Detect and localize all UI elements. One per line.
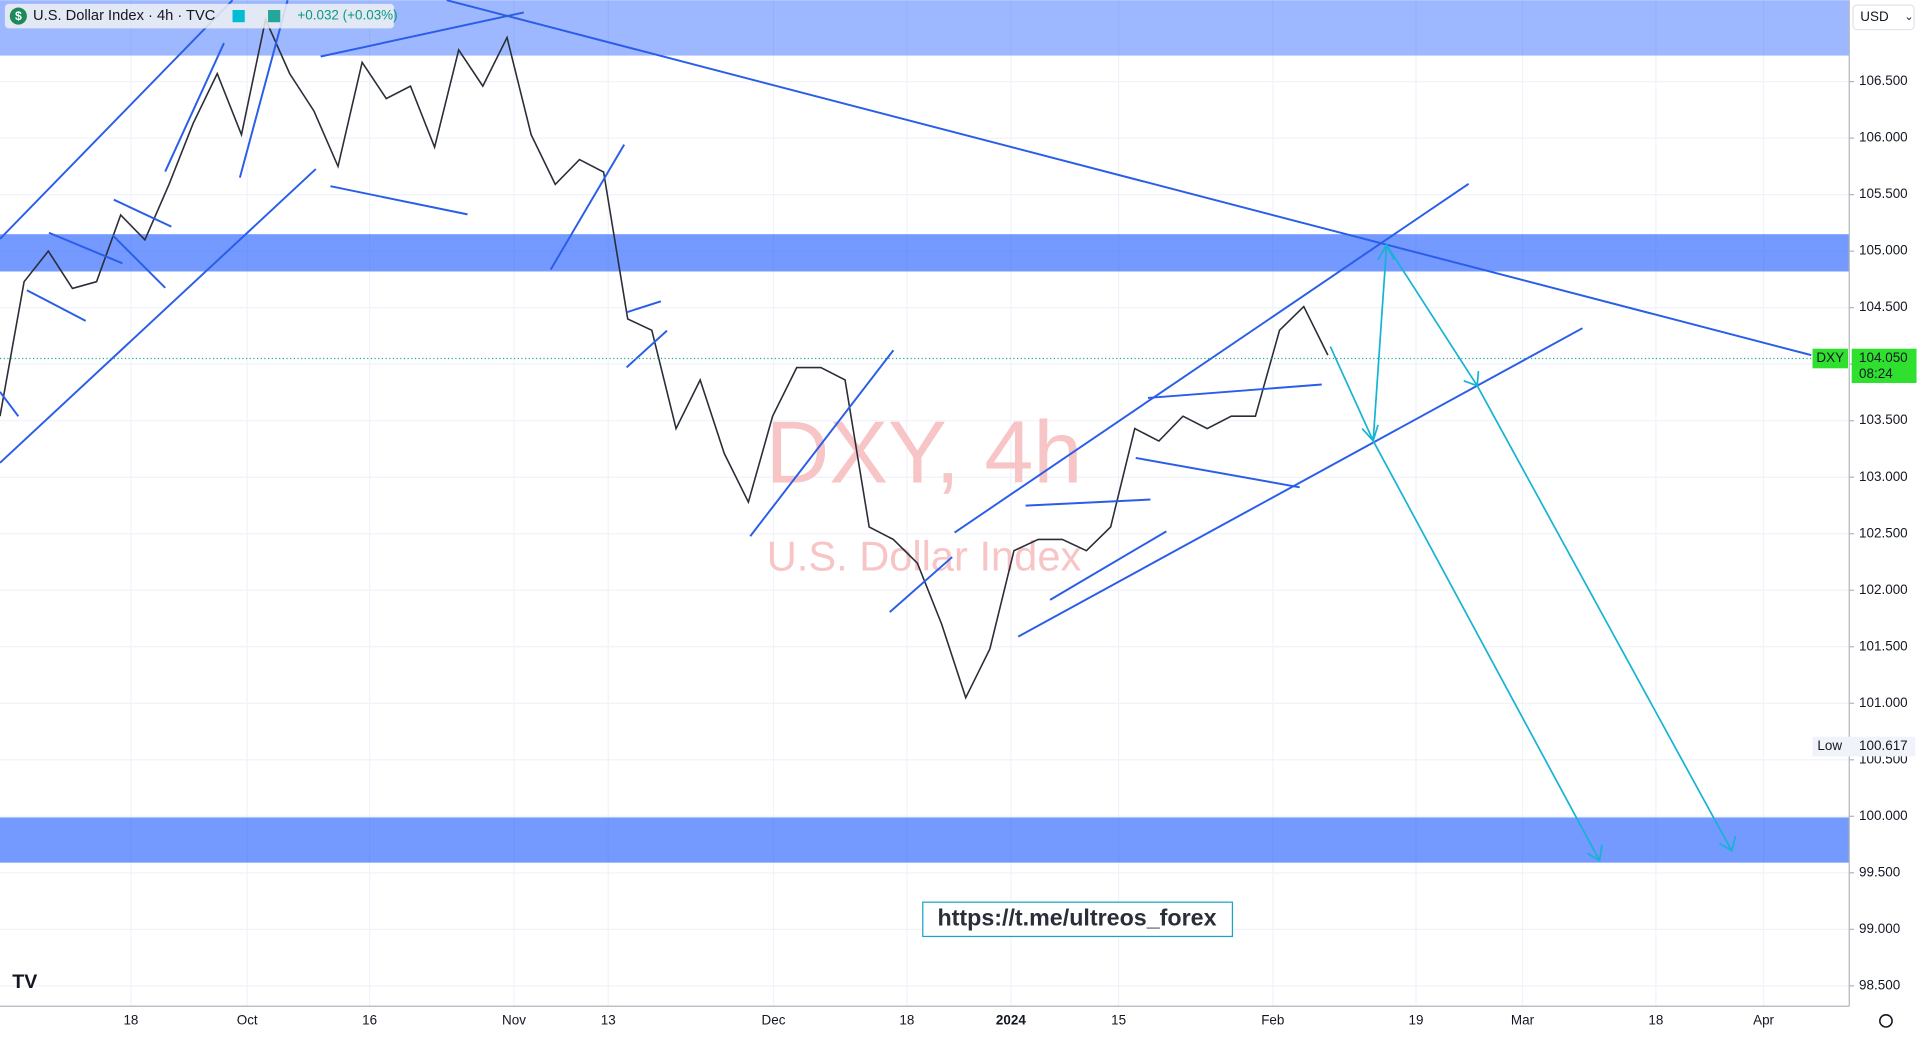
x-tick-label: Apr (1753, 1012, 1774, 1027)
price-axis (1849, 0, 1919, 1037)
x-tick-label: Mar (1511, 1012, 1535, 1027)
y-tick-label: 105.500 (1859, 186, 1908, 201)
projection-arrows (1329, 242, 1737, 862)
y-tick-label: 101.000 (1859, 695, 1908, 710)
trendline (889, 556, 953, 613)
x-tick-label: Nov (502, 1012, 526, 1027)
trendline (164, 42, 225, 172)
x-tick-label: 2024 (996, 1012, 1026, 1027)
x-tick-label: 19 (1409, 1012, 1424, 1027)
symbol-logo-glyph: $ (15, 9, 22, 23)
trendline (1135, 456, 1300, 489)
header-change: +0.032 (+0.03%) (297, 8, 397, 23)
y-tick-label: 98.500 (1859, 977, 1900, 992)
y-tick-label: 102.500 (1859, 525, 1908, 540)
watermark-name: U.S. Dollar Index (767, 532, 1082, 579)
y-tick-label: 99.500 (1859, 864, 1900, 879)
x-tick-label: 18 (123, 1012, 138, 1027)
trendline (1017, 327, 1583, 638)
arrow-path (1372, 440, 1601, 861)
trendline (446, 0, 1812, 357)
y-tick-label: 103.500 (1859, 412, 1908, 427)
status-icon (232, 9, 245, 23)
trendline (113, 198, 172, 228)
low-label: Low (1817, 738, 1842, 753)
y-tick-label: 102.000 (1859, 582, 1908, 597)
header-title: U.S. Dollar Index · 4h · TVC (33, 8, 216, 24)
trendline (1049, 530, 1167, 601)
x-tick-label: 16 (362, 1012, 377, 1027)
y-tick-label: 100.000 (1859, 808, 1908, 823)
x-tick-label: 15 (1111, 1012, 1126, 1027)
trendline (549, 144, 626, 270)
y-tick-label: 106.000 (1859, 130, 1908, 145)
y-tick-label: 101.500 (1859, 638, 1908, 653)
x-tick-label: 18 (1648, 1012, 1663, 1027)
arrowhead (1719, 835, 1737, 853)
x-tick-label: 18 (899, 1012, 914, 1027)
zone (0, 817, 1850, 863)
time-axis (0, 1006, 1919, 1037)
trendline (238, 0, 289, 178)
trendline (1025, 498, 1151, 507)
y-tick-label: 103.000 (1859, 469, 1908, 484)
currency: USD (1860, 9, 1889, 24)
currency-select[interactable] (1852, 4, 1915, 31)
x-tick-label: Feb (1261, 1012, 1284, 1027)
trendline (0, 0, 234, 240)
trendline (625, 329, 668, 369)
price-line (0, 16, 1329, 700)
settings-button[interactable] (1879, 1013, 1893, 1028)
dropdown-icon: ⌄ (1904, 11, 1913, 23)
status-icon (268, 9, 281, 23)
y-tick-label: 105.000 (1859, 243, 1908, 258)
symbol-tag (1812, 348, 1849, 369)
symbol-tag-text: DXY (1816, 350, 1844, 365)
header-bg (4, 3, 395, 29)
watermark-symbol: DXY, 4h (766, 402, 1083, 501)
countdown: 08:24 (1859, 366, 1893, 381)
tv-logo: TV (12, 971, 37, 993)
arrowhead (1463, 370, 1480, 387)
trendline (0, 391, 20, 417)
x-axis: 18 Oct 16 Nov 13 Dec 18 2024 15 Feb 19 Mar 18 Apr (123, 1012, 1774, 1027)
low-value: 100.617 (1859, 738, 1908, 753)
last-price-tag (1851, 348, 1917, 383)
x-tick-label: Oct (237, 1012, 258, 1027)
symbol-logo (9, 7, 27, 25)
arrowhead (1361, 424, 1379, 443)
low-tag (1812, 736, 1916, 757)
trendline (626, 300, 662, 314)
zone (0, 234, 1850, 272)
link-box (922, 901, 1234, 938)
link[interactable]: https://t.me/ultreos_forex (937, 904, 1216, 930)
series (0, 16, 1329, 700)
zones (0, 0, 1850, 863)
trendline (111, 234, 166, 289)
x-tick-label: Dec (762, 1012, 786, 1027)
trendline (48, 231, 123, 265)
trendline (320, 11, 525, 58)
y-tick-label: 106.500 (1859, 73, 1908, 88)
x-tick-label: 13 (601, 1012, 616, 1027)
trendline (1147, 383, 1322, 399)
arrowhead (1586, 844, 1603, 862)
arrowhead (1377, 243, 1395, 261)
y-tick-label: 104.500 (1859, 299, 1908, 314)
trendline (26, 289, 87, 322)
last-price-label: 104.050 (1859, 350, 1908, 365)
trendline (330, 185, 468, 216)
y-tick-label: 99.000 (1859, 921, 1900, 936)
trendline (0, 168, 317, 464)
trendline (749, 349, 895, 537)
y-axis: 98.50099.00099.500100.000100.500101.0001… (1849, 73, 1908, 992)
